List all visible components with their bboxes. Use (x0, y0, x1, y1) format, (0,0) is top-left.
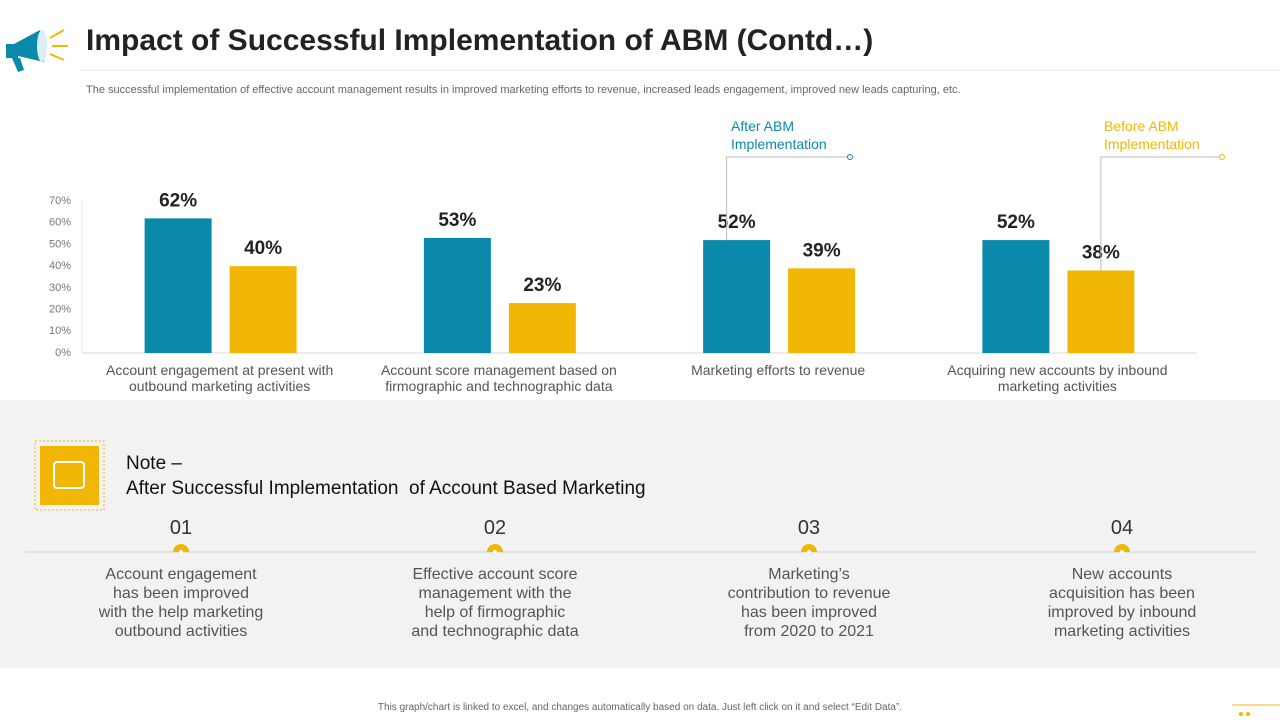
item-number: 02 (483, 517, 507, 539)
footer-dot (1239, 712, 1243, 716)
y-tick-label: 60% (49, 217, 71, 229)
item-text: contribution to revenue (727, 585, 891, 602)
x-tick-label: Acquiring new accounts by inbound market… (947, 362, 1168, 394)
item-number: 01 (169, 517, 193, 539)
note-title: Note – (126, 453, 182, 474)
y-tick-label: 70% (49, 195, 71, 207)
timeline-marker (173, 544, 189, 552)
note-icon (40, 446, 99, 505)
legend-leader (726, 156, 847, 241)
data-label: 39% (803, 240, 841, 261)
legend-entry: After ABM Implementation (731, 118, 827, 152)
note-icon-glyph (53, 461, 85, 489)
item-text: acquisition has been (1049, 585, 1195, 602)
footer-note: This graph/chart is linked to excel, and… (377, 702, 903, 713)
item-text: management with the (418, 585, 572, 602)
x-tick-label: Marketing efforts to revenue (691, 362, 866, 378)
item-text: Effective account score (412, 566, 578, 583)
legend-entry: Before ABM Implementation (1104, 118, 1200, 152)
bar (1067, 270, 1135, 353)
bar (788, 268, 856, 353)
timeline-dot (493, 550, 497, 554)
y-tick-label: 20% (49, 303, 71, 315)
y-tick-label: 10% (49, 325, 71, 337)
x-tick-label: Account engagement at present with outbo… (105, 362, 334, 394)
item-text: and technographic data (411, 623, 579, 640)
subtitle: The successful implementation of effecti… (86, 84, 961, 96)
legend-leader (1100, 156, 1219, 271)
item-text: has been improved (112, 585, 250, 602)
note-panel (0, 400, 1280, 668)
item-text: with the help marketing (98, 604, 264, 621)
item-text: Account engagement (105, 566, 257, 583)
item-text: improved by inbound (1047, 604, 1197, 621)
item-text: outbound activities (114, 623, 248, 640)
item-text: from 2020 to 2021 (744, 623, 874, 640)
item-text: Marketing’s (768, 566, 850, 583)
note-text: After Successful Implementation of Accou… (126, 478, 646, 499)
y-tick-label: 40% (49, 260, 71, 272)
bar (144, 218, 212, 353)
item-number: 03 (797, 517, 821, 539)
x-tick-label: Account score management based on firmog… (380, 362, 617, 394)
data-label: 40% (244, 238, 282, 259)
y-tick-label: 50% (49, 238, 71, 250)
bar (703, 240, 771, 353)
item-text: marketing activities (1053, 623, 1191, 640)
bar (423, 237, 491, 353)
item-text: help of firmographic (424, 604, 566, 621)
data-label: 62% (159, 190, 197, 211)
legend-marker (847, 154, 853, 160)
y-tick-label: 30% (49, 282, 71, 294)
megaphone-icon (6, 29, 68, 72)
item-text: New accounts (1071, 566, 1173, 583)
note-icon-frame (34, 440, 105, 511)
data-label: 23% (523, 275, 561, 296)
bar (508, 303, 576, 353)
bar (982, 240, 1050, 353)
item-number: 04 (1110, 517, 1134, 539)
timeline-marker (487, 544, 503, 552)
legend-marker (1219, 154, 1225, 160)
item-text: has been improved (740, 604, 878, 621)
title: Impact of Successful Implementation of A… (86, 24, 874, 57)
y-tick-label: 0% (55, 347, 71, 359)
timeline-dot (807, 550, 811, 554)
data-label: 53% (438, 210, 476, 231)
bar (229, 266, 297, 353)
timeline-dot (1120, 550, 1124, 554)
data-label: 52% (718, 212, 756, 233)
footer-dot (1246, 712, 1250, 716)
timeline-marker (1114, 544, 1130, 552)
timeline-marker (801, 544, 817, 552)
timeline-dot (179, 550, 183, 554)
data-label: 52% (997, 212, 1035, 233)
